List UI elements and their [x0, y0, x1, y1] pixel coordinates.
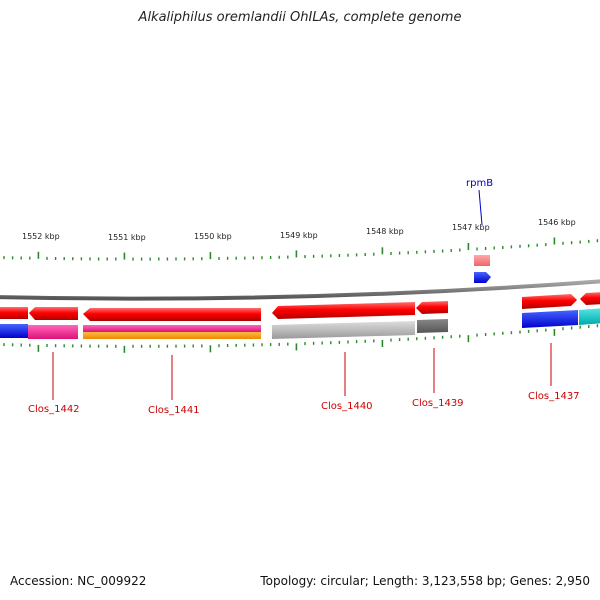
cds-row	[0, 292, 600, 321]
gene-clos-1436-cds[interactable]	[580, 292, 600, 305]
gene-clos-1443-cds[interactable]	[0, 307, 28, 319]
kbp-label-1549: 1549 kbp	[280, 231, 318, 240]
accession-text: Accession: NC_009922	[10, 574, 147, 588]
gene-clos-1441-cds[interactable]	[83, 308, 261, 321]
rpmB-feature-upper[interactable]	[474, 255, 490, 266]
cog-box-magenta-1441[interactable]	[83, 325, 261, 332]
genome-info-text: Topology: circular; Length: 3,123,558 bp…	[260, 574, 590, 588]
kbp-label-1546: 1546 kbp	[538, 218, 576, 227]
cog-box-darkgray-1439[interactable]	[417, 319, 448, 333]
kbp-label-1552: 1552 kbp	[22, 232, 60, 241]
cog-row	[0, 308, 600, 339]
ruler-upper	[3, 237, 599, 261]
gene-clos-1440-cds[interactable]	[272, 302, 415, 319]
ruler-lower	[3, 324, 599, 353]
gene-clos-1439-cds[interactable]	[416, 301, 448, 314]
cog-box-magenta-1442[interactable]	[28, 325, 78, 339]
rpmB-label-line	[478, 189, 483, 226]
kbp-label-1548: 1548 kbp	[366, 227, 404, 236]
cog-box-blue-left[interactable]	[0, 324, 28, 338]
gene-label-clos-1439: Clos_1439	[412, 398, 464, 409]
gene-label-rpmB: rpmB	[466, 178, 493, 189]
cog-box-cyan-1436[interactable]	[579, 308, 600, 325]
kbp-label-1547: 1547 kbp	[452, 223, 490, 232]
rpmB-feature-arrow[interactable]	[474, 272, 491, 283]
gene-clos-1442-cds[interactable]	[29, 307, 78, 320]
cog-box-blue-1437[interactable]	[522, 310, 578, 328]
gene-leader-lines	[52, 343, 552, 400]
gene-label-clos-1442: Clos_1442	[28, 404, 80, 415]
kbp-label-1550: 1550 kbp	[194, 232, 232, 241]
cog-box-orange-1441[interactable]	[83, 332, 261, 339]
cog-box-gray-1440[interactable]	[272, 321, 415, 339]
genome-backbone	[0, 279, 600, 301]
gene-label-clos-1441: Clos_1441	[148, 405, 200, 416]
map-title: Alkaliphilus oremlandii OhILAs, complete…	[138, 10, 462, 25]
kbp-label-1551: 1551 kbp	[108, 233, 146, 242]
gene-label-clos-1437: Clos_1437	[528, 391, 580, 402]
gene-label-clos-1440: Clos_1440	[321, 401, 373, 412]
gene-clos-1437-cds[interactable]	[522, 294, 577, 309]
